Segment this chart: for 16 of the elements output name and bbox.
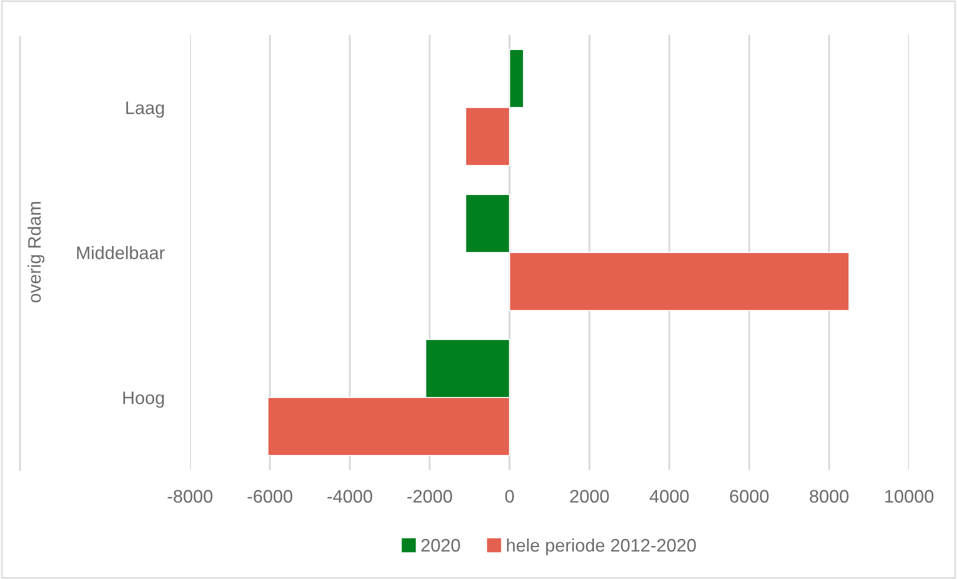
x-tick-label: 4000 bbox=[650, 490, 689, 503]
legend-label: hele periode 2012-2020 bbox=[507, 538, 696, 556]
y-tick-label: Hoog bbox=[123, 392, 164, 408]
x-tick-label: -6000 bbox=[248, 490, 292, 503]
y-axis-title: overig Rdam bbox=[28, 202, 44, 302]
y-tick-label: Laag bbox=[126, 102, 164, 118]
x-tick-label: 2000 bbox=[570, 490, 609, 503]
x-tick-label: -4000 bbox=[327, 490, 372, 503]
x-tick-label: -8000 bbox=[168, 490, 212, 503]
x-tick-label: -2000 bbox=[407, 490, 452, 503]
x-tick-label: 6000 bbox=[730, 490, 769, 503]
x-tick-label: 0 bbox=[505, 490, 514, 503]
y-tick-label: Middelbaar bbox=[77, 246, 165, 260]
x-tick-label: 10000 bbox=[885, 490, 934, 503]
legend-label: 2020 bbox=[421, 538, 460, 552]
x-tick-label: 8000 bbox=[810, 490, 848, 503]
